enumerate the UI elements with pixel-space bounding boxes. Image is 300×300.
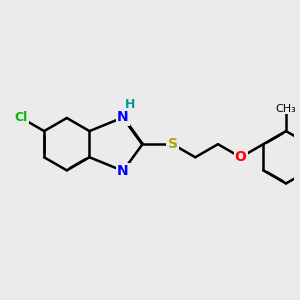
Text: O: O: [235, 150, 247, 164]
Text: H: H: [125, 98, 136, 111]
Text: N: N: [117, 110, 129, 124]
Text: N: N: [117, 164, 129, 178]
Text: CH₃: CH₃: [276, 104, 296, 114]
Text: Cl: Cl: [15, 112, 28, 124]
Text: S: S: [168, 137, 178, 151]
